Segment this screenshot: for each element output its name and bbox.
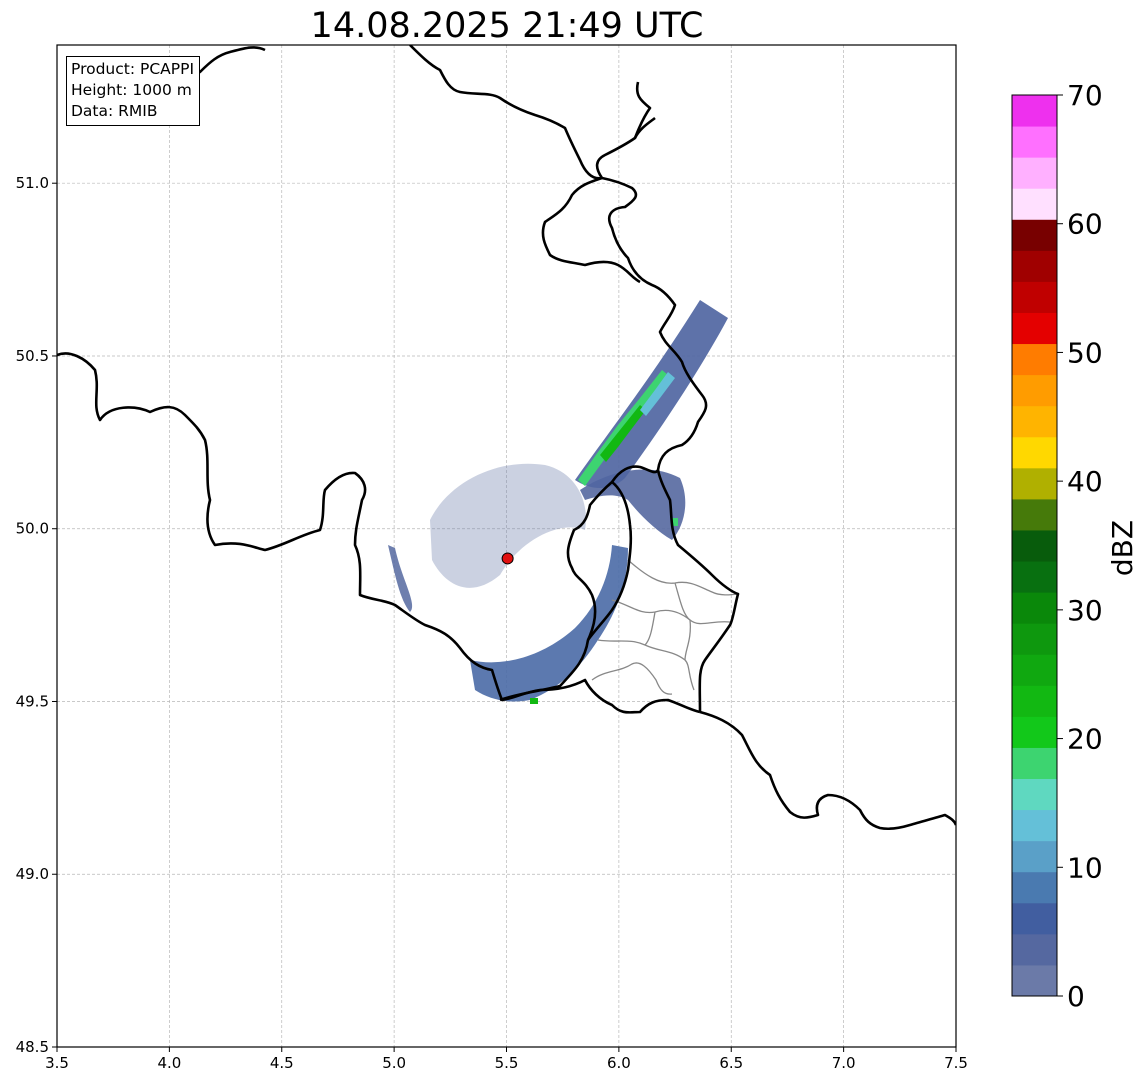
colorbar-segment [1012, 219, 1057, 251]
height-text: Height: 1000 m [71, 81, 192, 99]
echo-convective-edge [640, 372, 675, 416]
colorbar-segment [1012, 436, 1057, 469]
y-tick-label: 51.0 [16, 174, 49, 192]
colorbar-frame [1011, 94, 1058, 997]
border-north-east-top [633, 81, 652, 139]
colorbar-segment [1012, 405, 1057, 438]
colorbar-tick-label: 40 [1067, 465, 1103, 498]
colorbar-segment [1012, 778, 1057, 811]
colorbar-segment [1012, 747, 1057, 780]
product-info-box: Product: PCAPPI Height: 1000 m Data: RMI… [66, 56, 201, 126]
colorbar: 0 10 20 30 40 50 60 70 dBZ [1011, 79, 1139, 1013]
echo-isolated-cell [672, 518, 678, 526]
x-tick-label: 7.5 [944, 1054, 968, 1072]
colorbar-segments [1012, 95, 1057, 997]
colorbar-segment [1012, 95, 1057, 127]
colorbar-segment [1012, 871, 1057, 904]
colorbar-segment [1012, 964, 1057, 997]
x-axis: 3.5 4.0 4.5 5.0 5.5 6.0 6.5 7.0 7.5 [45, 1047, 968, 1072]
colorbar-tick-label: 50 [1067, 336, 1103, 369]
colorbar-segment [1012, 623, 1057, 655]
colorbar-segment [1012, 933, 1057, 966]
colorbar-segment [1012, 343, 1057, 376]
border-north-top [409, 45, 603, 180]
x-tick-label: 3.5 [45, 1054, 69, 1072]
colorbar-segment [1012, 685, 1057, 717]
colorbar-tick-label: 70 [1067, 79, 1103, 112]
data-source-text: Data: RMIB [71, 102, 158, 120]
colorbar-tick-label: 10 [1067, 851, 1103, 884]
border-france-germany [699, 710, 956, 831]
colorbar-tick-label: 30 [1067, 594, 1103, 627]
border-north-west [57, 352, 701, 714]
y-tick-label: 49.0 [16, 865, 49, 883]
colorbar-tick-label: 20 [1067, 723, 1103, 756]
colorbar-segment [1012, 126, 1057, 158]
y-tick-label: 49.5 [16, 692, 49, 710]
radar-echoes [388, 300, 728, 704]
colorbar-segment [1012, 529, 1057, 562]
province-borders [591, 559, 739, 695]
x-tick-label: 6.5 [719, 1054, 743, 1072]
x-tick-label: 5.5 [495, 1054, 519, 1072]
colorbar-segment [1012, 498, 1057, 531]
colorbar-tick-label: 60 [1067, 208, 1103, 241]
border-netherlands [541, 176, 641, 284]
colorbar-ticks: 0 10 20 30 40 50 60 70 [1057, 79, 1103, 1013]
colorbar-segment [1012, 592, 1057, 624]
colorbar-segment [1012, 312, 1057, 345]
x-tick-label: 4.5 [270, 1054, 294, 1072]
colorbar-segment [1012, 467, 1057, 500]
x-tick-label: 5.0 [382, 1054, 406, 1072]
echo-western-fringe [388, 545, 413, 612]
colorbar-segment [1012, 188, 1057, 220]
colorbar-segment [1012, 281, 1057, 313]
x-tick-label: 7.0 [832, 1054, 856, 1072]
colorbar-segment [1012, 716, 1057, 748]
colorbar-tick-label: 0 [1067, 980, 1085, 1013]
echo-central-sparse [430, 463, 586, 588]
y-tick-label: 50.0 [16, 520, 49, 538]
colorbar-segment [1012, 250, 1057, 282]
product-text: Product: PCAPPI [71, 60, 195, 78]
radar-site-marker [501, 552, 514, 565]
border-belgium-east [499, 116, 708, 702]
colorbar-segment [1012, 902, 1057, 935]
x-tick-label: 6.0 [607, 1054, 631, 1072]
echo-convective-core [600, 405, 646, 462]
colorbar-segment [1012, 374, 1057, 407]
y-tick-label: 48.5 [16, 1038, 49, 1056]
colorbar-segment [1012, 809, 1057, 842]
y-axis: 48.5 49.0 49.5 50.0 50.5 51.0 [16, 174, 57, 1056]
grid-lines [56, 45, 957, 1048]
colorbar-segment [1012, 654, 1057, 686]
colorbar-segment [1012, 157, 1057, 189]
border-luxembourg-east [656, 469, 740, 713]
map-title: 14.08.2025 21:49 UTC [310, 6, 704, 46]
colorbar-segment [1012, 840, 1057, 873]
colorbar-label: dBZ [1106, 520, 1139, 576]
echo-southern-arc [470, 545, 628, 702]
echo-south-cell [530, 698, 538, 704]
x-tick-label: 4.0 [157, 1054, 181, 1072]
colorbar-segment [1012, 561, 1057, 593]
y-tick-label: 50.5 [16, 347, 49, 365]
border-luxembourg-inner [586, 480, 633, 641]
